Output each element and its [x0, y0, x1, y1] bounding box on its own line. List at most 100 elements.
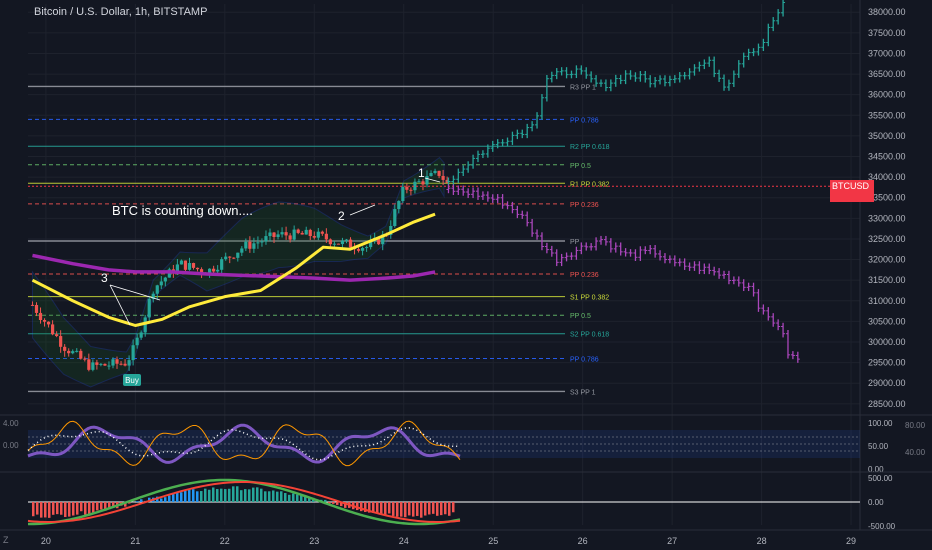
chart-title: Bitcoin / U.S. Dollar, 1h, BITSTAMP: [34, 6, 208, 18]
momentum-bar: [232, 486, 235, 502]
candle-body: [135, 337, 139, 346]
momentum-bar: [372, 502, 375, 513]
momentum-bar: [140, 499, 143, 502]
time-tick-label: 23: [309, 536, 319, 546]
candle-body: [300, 232, 304, 235]
osc-far-right-tick: 40.00: [905, 448, 926, 457]
candle-body: [272, 232, 276, 238]
momentum-bar: [368, 502, 371, 513]
price-tick-label: 33000.00: [868, 213, 906, 223]
momentum-bar: [68, 502, 71, 517]
time-axis: 20 21 22 23 24 25 26 27 28 29: [41, 536, 856, 546]
candle-body: [46, 321, 51, 325]
momentum-bar: [376, 502, 379, 513]
momentum-bar: [340, 502, 343, 507]
candle-body: [264, 236, 268, 242]
oscillator-pane: 4.00 0.00 100.00 50.00 0.00 80.00 40.00: [0, 414, 932, 474]
candle-body: [276, 234, 280, 238]
candle-body: [240, 248, 244, 253]
price-tick-label: 32000.00: [868, 255, 906, 265]
candle-body: [389, 226, 393, 235]
candle-body: [111, 359, 115, 366]
candle-body: [360, 248, 365, 251]
momentum-pane: 500.00 0.00 -500.00: [0, 471, 932, 531]
momentum-bar: [216, 489, 219, 502]
price-tick-label: 37000.00: [868, 48, 906, 58]
momentum-bar: [164, 497, 167, 502]
candle-body: [441, 175, 445, 180]
momentum-bar: [100, 502, 103, 510]
pivot-label: R2 PP 0.618: [570, 144, 610, 151]
momentum-bar: [292, 493, 295, 502]
momentum-bar: [400, 502, 403, 517]
pivot-label: PP 0.5: [570, 163, 591, 170]
pivot-label: PP 0.236: [570, 202, 599, 209]
wave-label-3: 3: [101, 271, 108, 285]
candle-body: [91, 362, 95, 370]
candle-body: [179, 260, 184, 265]
momentum-bar: [204, 488, 207, 502]
momentum-bar: [424, 502, 427, 516]
wave-label-2: 2: [338, 209, 345, 223]
momentum-bar: [396, 502, 399, 517]
momentum-bar: [180, 492, 183, 502]
candle-body: [195, 267, 200, 270]
momentum-bar: [272, 490, 275, 502]
momentum-bar: [224, 489, 227, 502]
momentum-bar: [416, 502, 419, 516]
momentum-bar: [124, 502, 127, 507]
osc-right-tick: 100.00: [868, 419, 893, 428]
candle-body: [38, 312, 43, 321]
price-tick-label: 29500.00: [868, 358, 906, 368]
momentum-bar: [228, 488, 231, 502]
pivot-label: S1 PP 0.382: [570, 295, 609, 302]
candle-body: [63, 346, 67, 351]
candle-body: [437, 170, 441, 176]
candle-body: [155, 285, 159, 294]
momentum-bar: [240, 490, 243, 502]
candle-body: [147, 298, 151, 318]
bollinger-band: [31, 156, 445, 388]
candle-body: [336, 243, 341, 245]
momentum-bar: [264, 491, 267, 502]
price-tick-label: 34000.00: [868, 172, 906, 182]
momentum-bar: [420, 502, 423, 518]
momentum-bar: [160, 498, 163, 502]
candle-body: [256, 242, 260, 244]
momentum-bar: [256, 487, 259, 502]
candle-body: [268, 232, 272, 237]
momentum-bar: [336, 502, 339, 505]
momentum-bar: [108, 502, 111, 510]
time-tick-label: 25: [488, 536, 498, 546]
momentum-bar: [388, 502, 391, 514]
candle-body: [284, 232, 288, 236]
osc-left-tick: 4.00: [3, 419, 19, 428]
momentum-bar: [392, 502, 395, 516]
momentum-bar: [48, 502, 51, 518]
momentum-bar: [212, 487, 215, 502]
momentum-bar: [280, 491, 283, 502]
price-series: [28, 156, 860, 388]
candle-body: [296, 229, 300, 233]
candle-body: [304, 229, 308, 235]
time-tick-label: 22: [220, 536, 230, 546]
wave-pointer-3b: [109, 284, 161, 301]
candle-body: [248, 241, 252, 249]
candle-body: [417, 181, 421, 183]
candle-body: [433, 170, 437, 174]
momentum-bar: [412, 502, 415, 517]
momentum-bar: [308, 497, 311, 502]
momentum-bar: [196, 491, 199, 502]
candle-body: [312, 236, 316, 238]
price-tick-label: 31000.00: [868, 296, 906, 306]
osc-right-tick: 50.00: [868, 442, 889, 451]
oscillator-dotted-line: [27, 427, 461, 461]
momentum-bar: [364, 502, 367, 512]
candle-body: [191, 263, 196, 268]
price-axis: 38000.00 37500.00 37000.00 36500.00 36000.00…: [868, 7, 906, 409]
oscillator-signal-line: [27, 420, 461, 467]
candle-body: [236, 252, 240, 258]
candle-body: [340, 240, 345, 245]
pivot-label: S2 PP 0.618: [570, 332, 609, 339]
buy-signal-label: Buy: [125, 376, 139, 385]
